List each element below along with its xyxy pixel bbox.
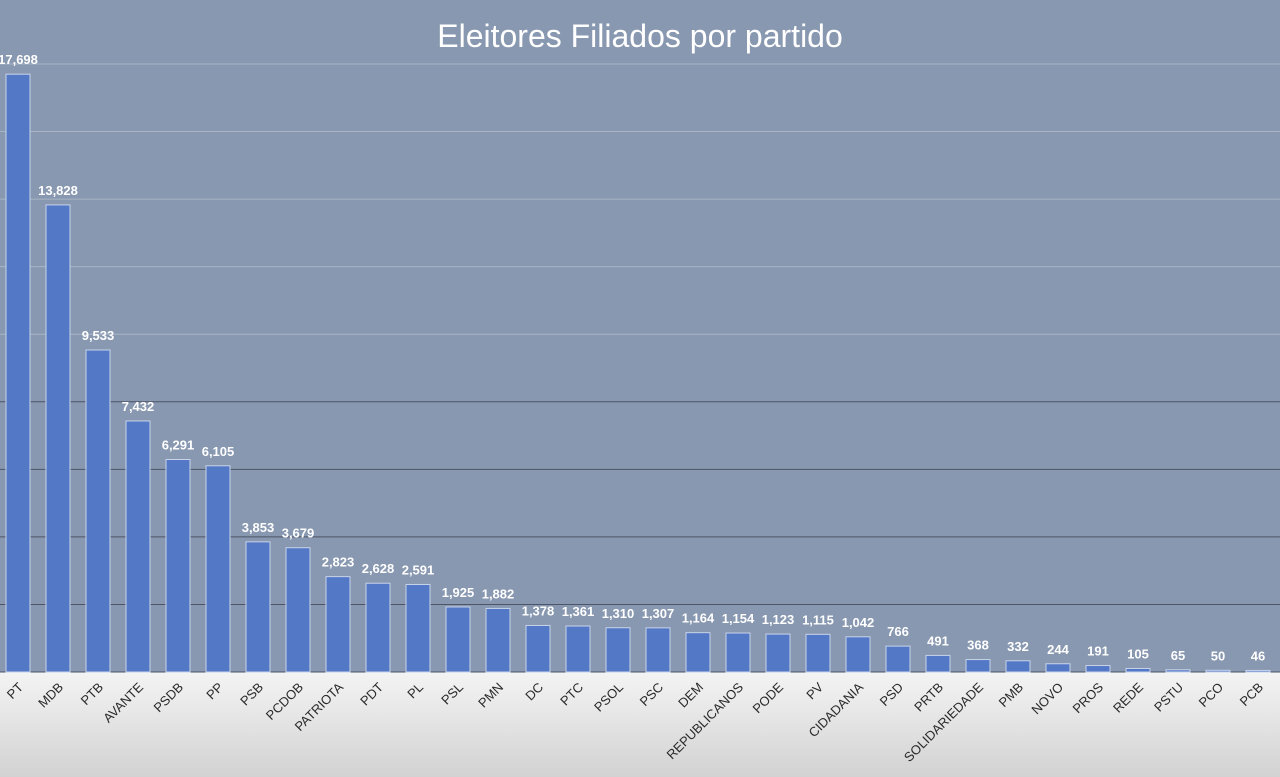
data-label: 244 xyxy=(1047,642,1069,657)
bar-mdb xyxy=(45,204,71,673)
bar-psd xyxy=(885,645,911,673)
data-label: 491 xyxy=(927,633,949,648)
data-label: 3,853 xyxy=(242,520,275,535)
data-label: 1,307 xyxy=(642,606,675,621)
data-label: 3,679 xyxy=(282,526,315,541)
bar-cidadania xyxy=(845,636,871,673)
data-labels: 17,698 13,828 9,533 7,432 6,291 6,105 3,853 3,6… xyxy=(0,52,1265,663)
data-label: 1,042 xyxy=(842,615,875,630)
data-label: 1,123 xyxy=(762,612,795,627)
data-label: 1,115 xyxy=(802,612,834,627)
bars xyxy=(5,73,1271,673)
bar-pv xyxy=(805,633,831,673)
data-label: 7,432 xyxy=(122,399,155,414)
data-label: 1,310 xyxy=(602,606,635,621)
bar-pcb xyxy=(1245,669,1271,673)
data-label: 2,591 xyxy=(402,562,435,577)
bar-pcdob xyxy=(285,547,311,673)
bar-pdt xyxy=(365,582,391,673)
data-label: 368 xyxy=(967,638,989,653)
data-label: 46 xyxy=(1251,648,1265,663)
data-label: 1,164 xyxy=(682,611,715,626)
bar-ptb xyxy=(85,349,111,673)
data-label: 1,925 xyxy=(442,585,475,600)
data-label: 105 xyxy=(1127,646,1149,661)
bar-rede xyxy=(1125,667,1151,673)
data-label: 65 xyxy=(1171,648,1185,663)
data-label: 1,882 xyxy=(482,586,515,601)
bar-pros xyxy=(1085,665,1111,673)
bar-prtb xyxy=(925,654,951,673)
data-label: 1,361 xyxy=(562,604,595,619)
chart-title: Eleitores Filiados por partido xyxy=(437,18,843,54)
data-label: 17,698 xyxy=(0,52,38,67)
data-label: 1,154 xyxy=(722,611,755,626)
bar-pstu xyxy=(1165,669,1191,673)
data-label: 1,378 xyxy=(522,603,555,618)
bar-pmb xyxy=(1005,660,1031,673)
data-label: 9,533 xyxy=(82,328,115,343)
gridlines xyxy=(0,63,1280,673)
bar-psb xyxy=(245,541,271,673)
bar-pp xyxy=(205,465,231,673)
bar-psc xyxy=(645,627,671,673)
data-label: 13,828 xyxy=(38,183,78,198)
data-label: 6,105 xyxy=(202,444,235,459)
bar-dem xyxy=(685,632,711,673)
bar-psol xyxy=(605,627,631,673)
bar-patriota xyxy=(325,576,351,673)
data-label: 2,823 xyxy=(322,555,355,570)
data-label: 191 xyxy=(1087,644,1109,659)
bar-pode xyxy=(765,633,791,673)
bar-solidariedade xyxy=(965,659,991,673)
bar-ptc xyxy=(565,625,591,673)
data-label: 6,291 xyxy=(162,438,195,453)
bar-pt xyxy=(5,73,31,673)
bar-dc xyxy=(525,624,551,673)
bar-avante xyxy=(125,420,151,673)
bar-pl xyxy=(405,583,431,673)
data-label: 332 xyxy=(1007,639,1029,654)
bar-pmn xyxy=(485,607,511,673)
data-label: 766 xyxy=(887,624,909,639)
bar-novo xyxy=(1045,663,1071,673)
data-label: 2,628 xyxy=(362,561,395,576)
x-axis-band xyxy=(0,672,1280,777)
bar-pco xyxy=(1205,669,1231,673)
bar-psdb xyxy=(165,459,191,673)
bar-psl xyxy=(445,606,471,673)
bar-republicanos xyxy=(725,632,751,673)
data-label: 50 xyxy=(1211,648,1225,663)
